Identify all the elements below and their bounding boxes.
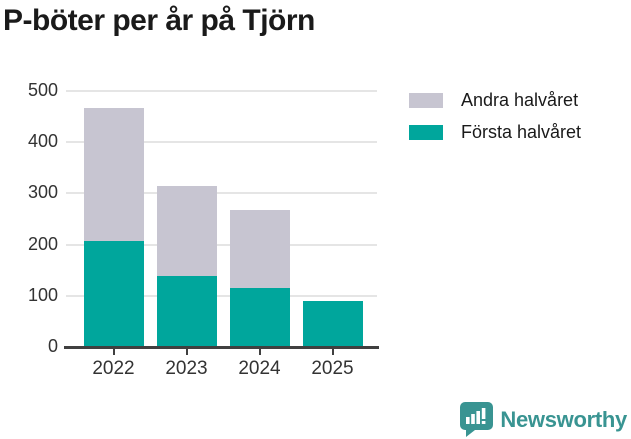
y-axis-tick-label: 500 (27, 80, 58, 100)
x-axis-tick-label: 2023 (165, 358, 208, 379)
bar-segment-2024-andra-halv-ret (229, 209, 290, 288)
gridline-400 (66, 141, 377, 144)
legend-label-andra-halvaret: Andra halvåret (461, 90, 579, 110)
bar-segment-2022-f-rsta-halv-ret (83, 241, 144, 347)
chart-title: P-böter per år på Tjörn (3, 4, 315, 37)
x-axis-tick-2024 (258, 349, 261, 355)
y-axis-tick-label: 400 (27, 131, 58, 152)
y-axis-tick-label: 100 (27, 284, 58, 305)
x-axis-tick-label: 2024 (238, 358, 281, 379)
x-axis-tick-2022 (112, 349, 115, 355)
legend-swatch-andra-halvaret (409, 93, 443, 108)
newsworthy-brand-text: Newsworthy (500, 406, 627, 432)
bar-segment-2023-andra-halv-ret (156, 186, 217, 276)
bar-segment-2024-f-rsta-halv-ret (229, 287, 290, 347)
newsworthy-brand: Newsworthy (460, 402, 627, 437)
y-axis-tick-label: 300 (27, 182, 58, 203)
bar-segment-2023-f-rsta-halv-ret (156, 275, 217, 347)
bar-segment-2022-andra-halv-ret (83, 107, 144, 241)
x-axis-tick-2023 (185, 349, 188, 355)
y-axis-tick-label: 200 (27, 233, 58, 254)
y-axis-tick-label: 0 (47, 336, 58, 356)
legend-item-forsta-halvaret: Första halvåret (409, 122, 581, 143)
gridline-100 (66, 294, 377, 297)
x-axis-line (64, 346, 379, 349)
x-axis-tick-label: 2022 (92, 358, 135, 379)
bar-segment-2025-f-rsta-halv-ret (302, 301, 363, 347)
x-axis-tick-2025 (331, 349, 334, 355)
x-axis-tick-label: 2025 (311, 358, 354, 379)
gridline-200 (66, 243, 377, 246)
legend-label-forsta-halvaret: Första halvåret (461, 122, 582, 142)
legend-swatch-forsta-halvaret (409, 125, 443, 140)
gridline-300 (66, 192, 377, 195)
gridline-500 (66, 90, 377, 92)
legend: Andra halvåret Första halvåret (409, 90, 581, 143)
legend-item-andra-halvaret: Andra halvåret (409, 90, 581, 111)
newsworthy-logo-icon (460, 402, 494, 437)
